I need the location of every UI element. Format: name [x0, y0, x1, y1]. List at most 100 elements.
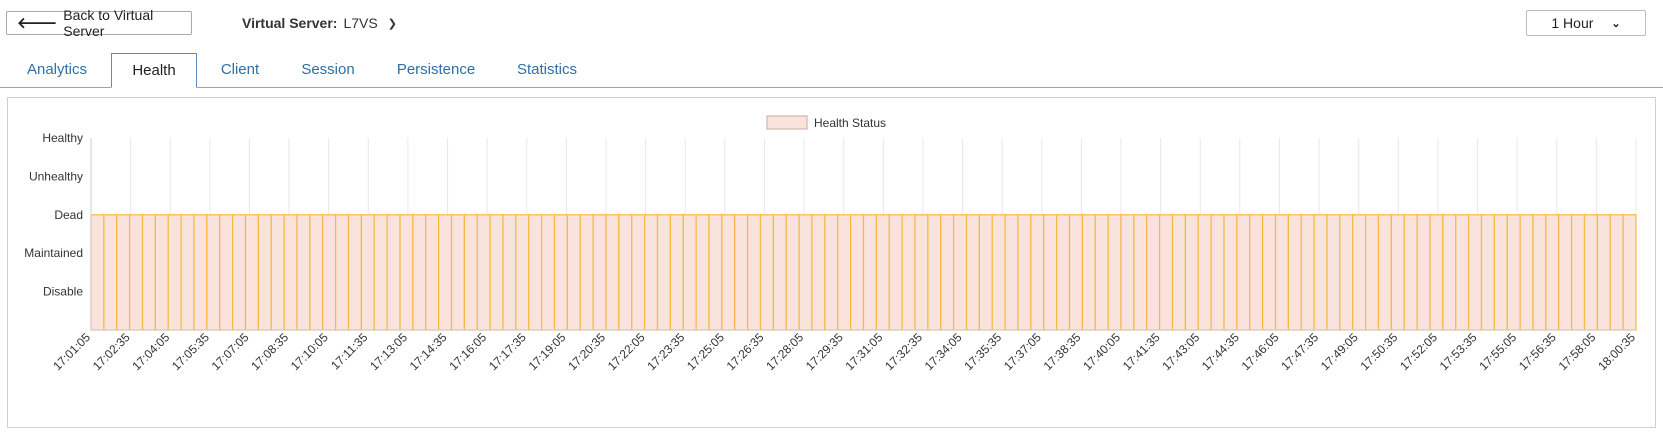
health-bar: [682, 214, 697, 331]
x-tick-label: 17:46:05: [1239, 330, 1282, 373]
health-bar: [669, 214, 684, 331]
tab-statistics[interactable]: Statistics: [516, 61, 577, 78]
health-bar: [734, 214, 749, 331]
x-tick-label: 17:37:05: [1001, 330, 1044, 373]
tab-client[interactable]: Client: [220, 61, 260, 78]
health-bar: [1262, 214, 1277, 331]
health-bar: [940, 214, 955, 331]
health-bar: [695, 214, 710, 331]
y-tick-label: Disable: [43, 285, 83, 299]
health-bar: [476, 214, 491, 331]
health-bar: [1339, 214, 1354, 331]
x-tick-label: 17:58:05: [1556, 330, 1599, 373]
health-bar: [1274, 214, 1289, 331]
back-to-virtual-server-button[interactable]: 🡐 Back to Virtual Server: [6, 7, 192, 39]
tab-session[interactable]: Session: [301, 61, 355, 78]
health-status-chart: Healthy Unhealthy Dead Maintained Disable 17…: [24, 115, 1638, 373]
y-tick-label: Dead: [54, 208, 83, 222]
health-bar: [978, 214, 993, 331]
x-tick-label: 17:34:05: [922, 330, 965, 373]
legend-swatch: [766, 115, 808, 130]
health-bar: [335, 214, 350, 331]
x-tick-label: 17:53:35: [1437, 330, 1480, 373]
health-bar: [837, 214, 852, 331]
x-tick-label: 17:25:05: [684, 330, 727, 373]
health-bar: [399, 214, 414, 331]
health-bar: [1429, 214, 1444, 331]
health-bar: [1094, 214, 1109, 331]
health-bar: [386, 214, 401, 331]
health-bar: [888, 214, 903, 331]
health-bar: [1197, 214, 1212, 331]
x-tick-label: 17:56:35: [1516, 330, 1559, 373]
x-tick-label: 17:35:35: [961, 330, 1004, 373]
chevron-down-icon: ❯: [387, 17, 397, 30]
tab-health[interactable]: Health: [111, 53, 197, 88]
health-bar: [116, 214, 131, 331]
health-bar: [1210, 214, 1225, 331]
health-bar: [850, 214, 865, 331]
health-bar: [270, 214, 285, 331]
health-bar: [1506, 214, 1521, 331]
health-bar: [1583, 214, 1598, 331]
chart-panel: Healthy Unhealthy Dead Maintained Disable 17…: [7, 97, 1656, 428]
health-bar: [1081, 214, 1096, 331]
health-bar: [1377, 214, 1392, 331]
health-bar: [180, 214, 195, 331]
health-bar: [708, 214, 723, 331]
health-bar: [1133, 214, 1148, 331]
health-bar: [1017, 214, 1032, 331]
arrow-left-icon: 🡐: [17, 14, 58, 32]
x-tick-label: 17:19:05: [526, 330, 569, 373]
health-bar: [811, 214, 826, 331]
x-tick-label: 17:10:05: [288, 330, 331, 373]
health-bar: [1545, 214, 1560, 331]
y-tick-label: Healthy: [42, 131, 83, 145]
health-bar: [1442, 214, 1457, 331]
health-bar: [824, 214, 839, 331]
tab-persistence[interactable]: Persistence: [396, 61, 476, 78]
x-tick-label: 17:01:05: [50, 330, 93, 373]
health-bar: [360, 214, 375, 331]
x-tick-label: 17:13:05: [367, 330, 410, 373]
chart-bars: [90, 214, 1637, 331]
x-tick-label: 17:52:05: [1397, 330, 1440, 373]
health-bar: [1455, 214, 1470, 331]
virtual-server-value: L7VS: [343, 15, 378, 31]
health-bar: [438, 214, 453, 331]
back-button-label: Back to Virtual Server: [63, 7, 154, 39]
health-bar: [1609, 214, 1624, 331]
time-range-select[interactable]: 1 Hour ⌄: [1526, 10, 1646, 36]
health-bar: [1030, 214, 1045, 331]
health-bar: [785, 214, 800, 331]
virtual-server-selector[interactable]: Virtual Server: L7VS ❯: [242, 12, 397, 34]
health-bar: [296, 214, 311, 331]
health-bar: [1493, 214, 1508, 331]
health-bar: [1468, 214, 1483, 331]
health-bar: [1107, 214, 1122, 331]
x-tick-label: 17:32:35: [882, 330, 925, 373]
x-axis-labels: 17:01:0517:02:3517:04:0517:05:3517:07:05…: [50, 330, 1638, 373]
health-bar: [232, 214, 247, 331]
x-tick-label: 17:16:05: [446, 330, 489, 373]
x-tick-label: 17:50:35: [1357, 330, 1400, 373]
chart-legend[interactable]: Health Status: [766, 115, 886, 130]
health-bar: [1596, 214, 1611, 331]
health-bar: [901, 214, 916, 331]
health-bar: [1365, 214, 1380, 331]
health-bar: [579, 214, 594, 331]
x-tick-label: 17:22:05: [605, 330, 648, 373]
time-range-value: 1 Hour: [1551, 15, 1594, 31]
health-bar: [618, 214, 633, 331]
health-bar: [553, 214, 568, 331]
health-bar: [219, 214, 234, 331]
x-tick-label: 17:02:35: [90, 330, 133, 373]
x-tick-label: 17:08:35: [248, 330, 291, 373]
x-tick-label: 17:41:35: [1120, 330, 1163, 373]
health-bar: [875, 214, 890, 331]
tab-analytics[interactable]: Analytics: [26, 61, 88, 78]
x-tick-label: 17:07:05: [209, 330, 252, 373]
health-bar: [1159, 214, 1174, 331]
health-bar: [1532, 214, 1547, 331]
health-bar: [515, 214, 530, 331]
